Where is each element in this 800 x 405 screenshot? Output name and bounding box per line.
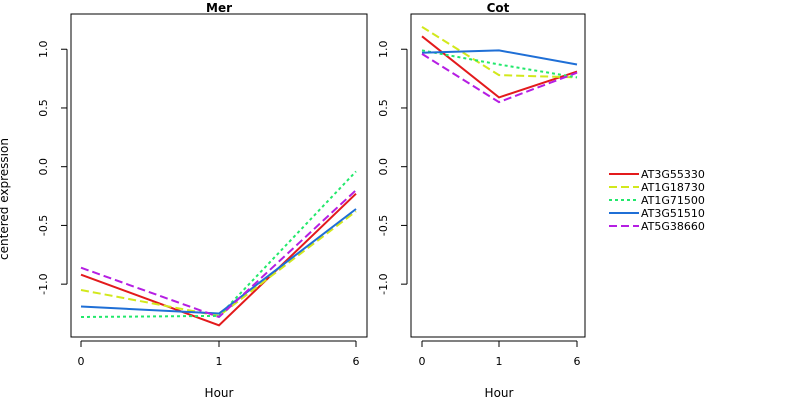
y-tick-label: 1.0 xyxy=(37,40,50,58)
series-lines xyxy=(80,170,357,327)
y-tick-label: -1.0 xyxy=(37,273,50,294)
y-tick-label: 1.0 xyxy=(377,40,390,58)
x-tick-label: 6 xyxy=(574,355,581,368)
series-line xyxy=(421,35,578,99)
y-ticks: -1.0 -0.5 0.0 0.5 1.0 xyxy=(377,40,408,295)
series-line xyxy=(421,49,578,79)
series-line xyxy=(421,49,578,66)
series-line xyxy=(80,210,357,317)
x-ticks: 0 1 6 xyxy=(78,340,360,368)
y-tick-label: 0.0 xyxy=(37,158,50,176)
legend-label: AT1G18730 xyxy=(641,181,705,194)
x-tick-label: 1 xyxy=(496,355,503,368)
legend-label: AT3G55330 xyxy=(641,168,705,181)
panel-cot: Cot 0 1 6 -1.0 -0.5 0.0 0.5 1.0 Hour xyxy=(377,1,586,400)
y-axis-title: centered expression xyxy=(0,138,11,260)
plot-frame xyxy=(410,13,586,338)
x-axis-title: Hour xyxy=(485,386,514,400)
panel-title: Mer xyxy=(206,1,232,15)
x-tick-label: 1 xyxy=(216,355,223,368)
series-line xyxy=(421,26,578,79)
y-tick-label: -0.5 xyxy=(37,215,50,236)
x-ticks: 0 1 6 xyxy=(419,340,581,368)
y-tick-label: 0.0 xyxy=(377,158,390,176)
legend-label: AT5G38660 xyxy=(641,220,705,233)
plot-frame xyxy=(70,13,368,338)
x-tick-label: 6 xyxy=(353,355,360,368)
legend-label: AT3G51510 xyxy=(641,207,705,220)
y-tick-label: 0.5 xyxy=(37,99,50,117)
series-line xyxy=(80,192,357,327)
x-tick-label: 0 xyxy=(78,355,85,368)
series-line xyxy=(80,189,357,319)
y-ticks: -1.0 -0.5 0.0 0.5 1.0 xyxy=(37,40,68,295)
legend: AT3G55330AT1G18730AT1G71500AT3G51510AT5G… xyxy=(609,168,705,233)
panel-mer: Mer 0 1 6 -1.0 -0.5 0.0 0.5 1.0 Hour centered … xyxy=(0,1,368,400)
y-tick-label: -0.5 xyxy=(377,215,390,236)
series-line xyxy=(421,53,578,104)
x-axis-title: Hour xyxy=(205,386,234,400)
legend-label: AT1G71500 xyxy=(641,194,705,207)
y-tick-label: -1.0 xyxy=(377,273,390,294)
series-line xyxy=(80,208,357,315)
series-line xyxy=(80,170,357,318)
x-tick-label: 0 xyxy=(419,355,426,368)
panel-title: Cot xyxy=(487,1,510,15)
series-lines xyxy=(421,26,578,104)
y-tick-label: 0.5 xyxy=(377,99,390,117)
